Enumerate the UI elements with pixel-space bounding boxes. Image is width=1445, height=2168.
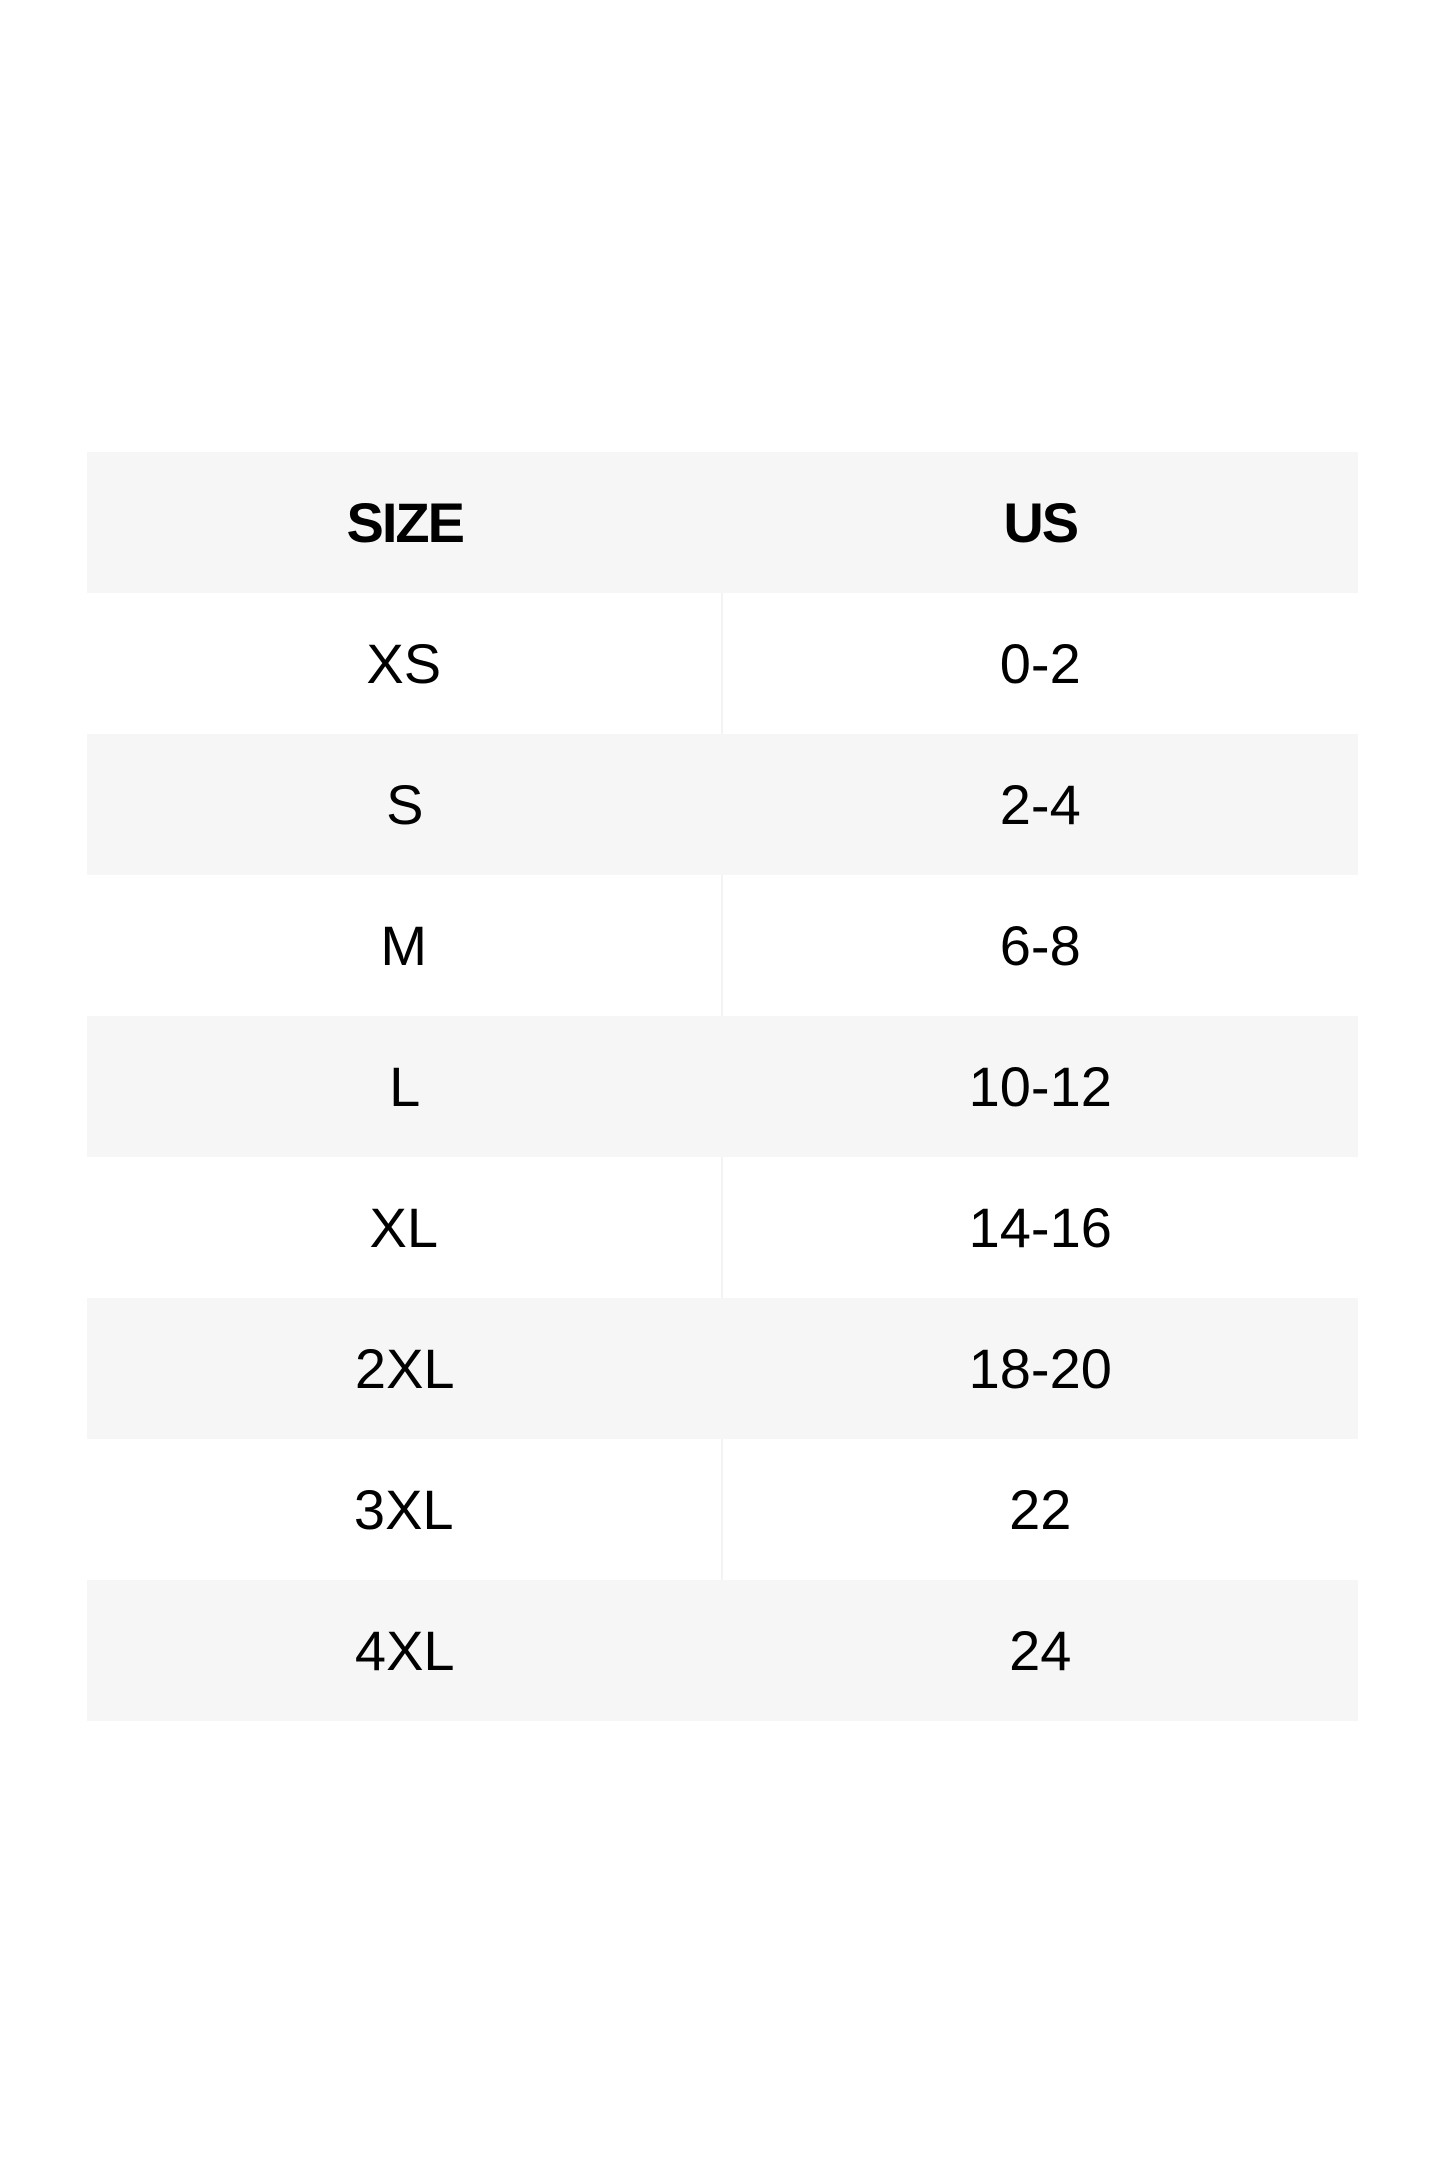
- table-row: M 6-8: [87, 875, 1358, 1016]
- size-cell: 2XL: [354, 1337, 455, 1400]
- size-cell: 3XL: [87, 1439, 723, 1580]
- size-cell: XL: [87, 1157, 723, 1298]
- table-header: SIZE US: [87, 452, 1358, 593]
- table-row: 4XL 24: [87, 1580, 1358, 1721]
- size-cell: M: [87, 875, 723, 1016]
- table-row: S 2-4: [87, 734, 1358, 875]
- size-cell: S: [386, 773, 424, 836]
- us-cell: 24: [1009, 1619, 1072, 1682]
- size-cell: XS: [87, 593, 723, 734]
- us-cell: 6-8: [999, 914, 1081, 977]
- us-cell: 14-16: [968, 1196, 1112, 1259]
- us-cell: 0-2: [999, 632, 1081, 695]
- size-cell: 4XL: [354, 1619, 455, 1682]
- table-row: XL 14-16: [87, 1157, 1358, 1298]
- us-cell: 22: [1009, 1478, 1072, 1541]
- us-cell: 2-4: [999, 773, 1081, 836]
- table-row: L 10-12: [87, 1016, 1358, 1157]
- header-us: US: [1003, 491, 1079, 554]
- us-cell: 18-20: [968, 1337, 1112, 1400]
- table-row: XS 0-2: [87, 593, 1358, 734]
- header-size: SIZE: [346, 491, 465, 554]
- table-row: 2XL 18-20: [87, 1298, 1358, 1439]
- size-cell: L: [389, 1055, 421, 1118]
- us-cell: 10-12: [968, 1055, 1112, 1118]
- table-row: 3XL 22: [87, 1439, 1358, 1580]
- size-chart-table: SIZE US XS 0-2 S 2-4 M 6-8 L 10-12 XL 14-16 2XL 18-…: [87, 452, 1358, 1721]
